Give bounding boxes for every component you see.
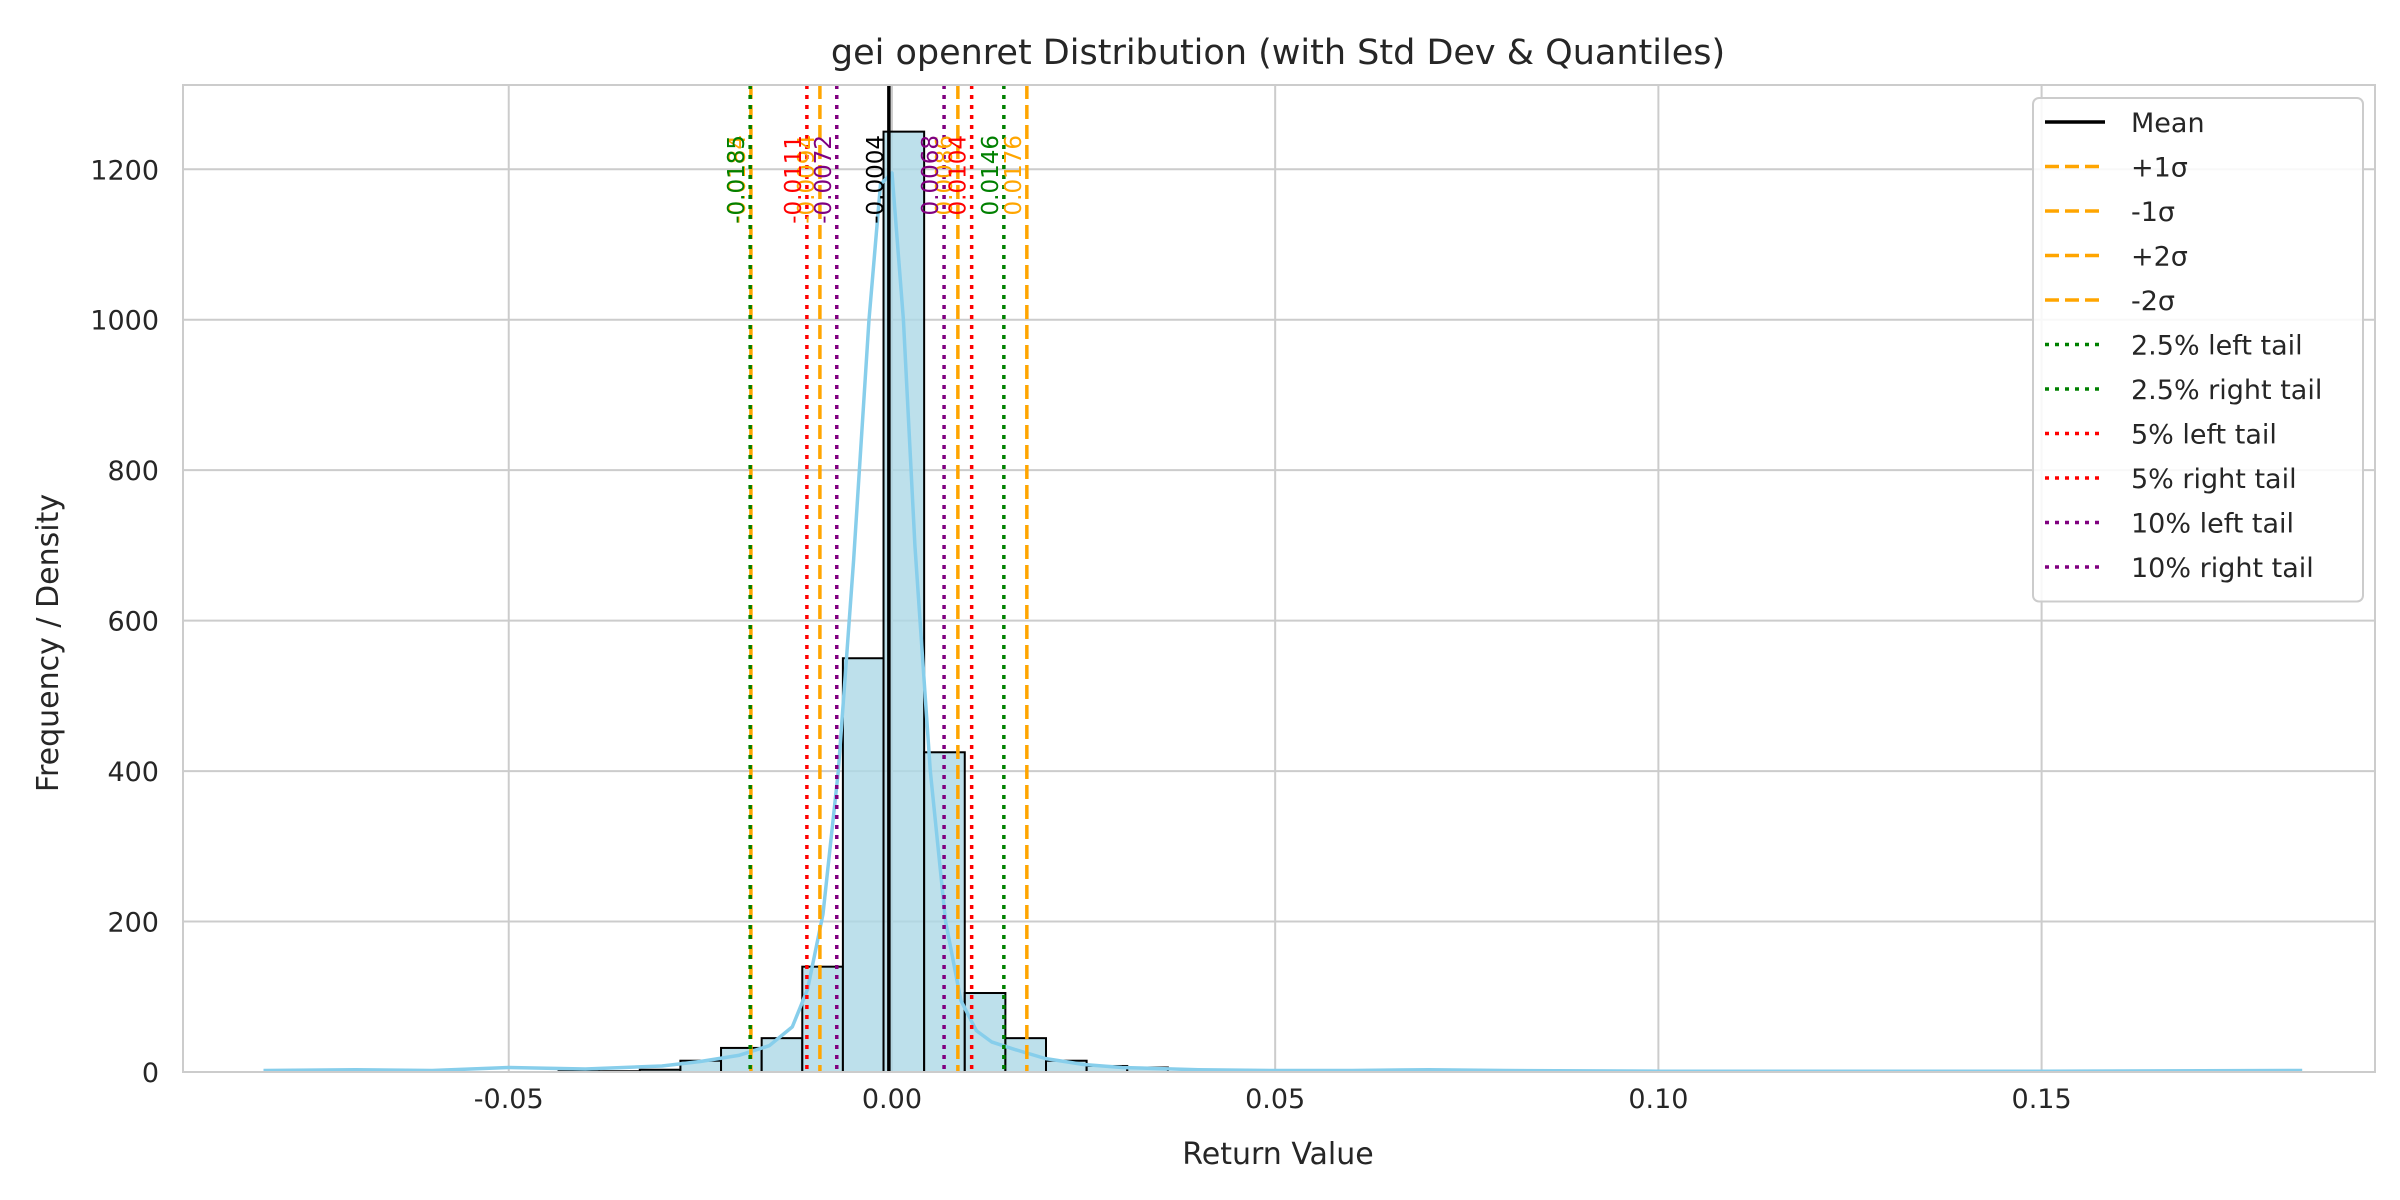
x-tick-label: 0.00	[862, 1084, 922, 1115]
y-tick-label: 0	[142, 1058, 159, 1089]
ref-line-value-label: -0.0111	[781, 135, 807, 224]
y-tick-label: 800	[107, 456, 159, 487]
y-axis-ticks: 0 200 400 600 800 1000 1200	[90, 155, 159, 1089]
y-tick-label: 1000	[90, 306, 159, 337]
histogram-bars	[557, 130, 1169, 1074]
y-tick-label: 1200	[90, 155, 159, 186]
plot-frame	[182, 84, 2376, 1073]
legend-item-label: 2.5% right tail	[2131, 375, 2322, 406]
y-axis-label: Frequency / Density	[31, 494, 66, 792]
y-tick-label: 400	[107, 757, 159, 788]
histogram-bar	[760, 1037, 804, 1073]
legend-item-label: -2σ	[2131, 286, 2175, 317]
legend-item-label: +1σ	[2131, 153, 2188, 184]
kde-curve	[263, 171, 2303, 1073]
x-tick-label: 0.10	[1628, 1084, 1688, 1115]
legend-item-label: 5% right tail	[2131, 464, 2297, 495]
x-tick-label: 0.15	[2012, 1084, 2072, 1115]
legend-box	[2032, 97, 2364, 603]
ref-line-value-label: 0.0146	[978, 135, 1004, 215]
ref-line-value-label: -0.0072	[811, 135, 837, 224]
legend-item-label: 10% right tail	[2131, 553, 2314, 584]
legend: Mean +1σ -1σ +2σ -2σ 2.5% left tail 2.5% right…	[2032, 97, 2364, 603]
legend-item-label: -1σ	[2131, 197, 2175, 228]
histogram-bar	[963, 992, 1007, 1073]
chart-title: gei openret Distribution (with Std Dev &…	[831, 33, 1725, 73]
legend-item-label: Mean	[2131, 108, 2205, 139]
histogram-bar	[841, 657, 885, 1073]
legend-item-label: 5% left tail	[2131, 420, 2277, 451]
ref-line-value-label: 0.0068	[918, 135, 944, 215]
ref-line-value-label: -0.0184	[725, 135, 751, 224]
kde-curve-group	[263, 171, 2303, 1073]
ref-line-value-label: -0.0185	[724, 135, 750, 224]
x-axis-label: Return Value	[1182, 1137, 1373, 1172]
ref-line-value-label: 0.0104	[946, 135, 972, 215]
x-tick-label: 0.05	[1245, 1084, 1305, 1115]
y-tick-label: 200	[107, 908, 159, 939]
y-tick-label: 600	[107, 607, 159, 638]
legend-item-label: 10% left tail	[2131, 509, 2294, 540]
legend-item-label: +2σ	[2131, 242, 2188, 273]
ref-line-value-label: -0.0004	[863, 135, 889, 224]
x-axis-ticks: -0.05 0.00 0.05 0.10 0.15	[474, 1084, 2072, 1115]
legend-item-label: 2.5% left tail	[2131, 331, 2303, 362]
reference-lines: -0.0004 0.0086 -0.0094 0.0176 -0.0184-0.0185…	[724, 85, 1029, 1072]
ref-line-value-label: 0.0176	[1001, 135, 1027, 215]
ref-line-value-label: -0.0094	[794, 135, 820, 224]
x-tick-label: -0.05	[474, 1084, 544, 1115]
ref-line-value-label: 0.0086	[932, 135, 958, 215]
